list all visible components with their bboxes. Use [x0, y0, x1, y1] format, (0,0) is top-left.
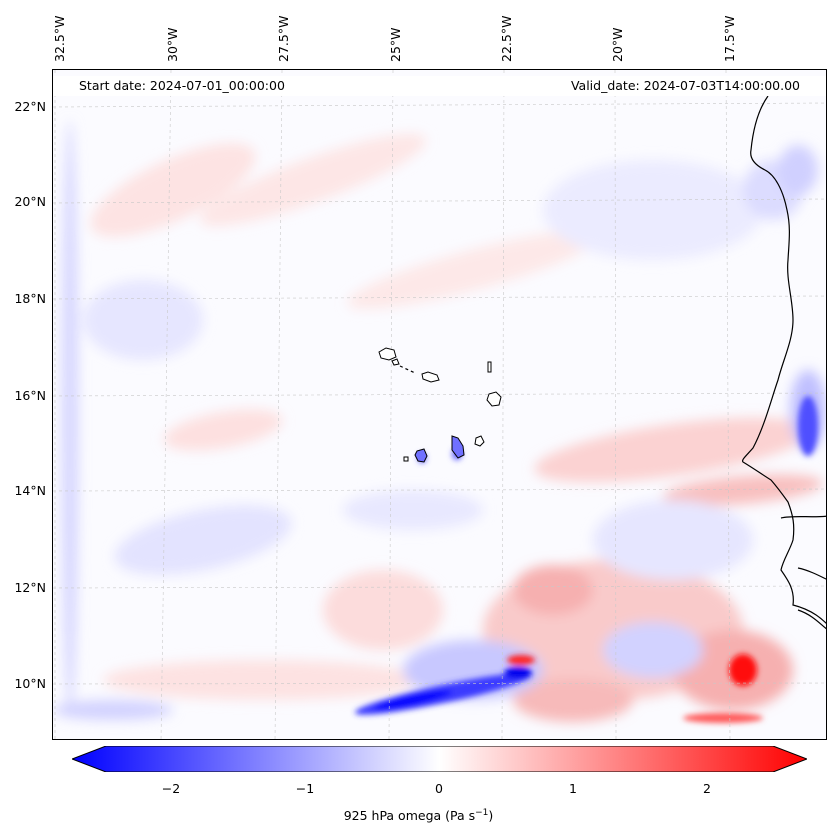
lat-label-20n: 20°N	[14, 194, 46, 209]
start-date-label: Start date: 2024-07-01_00:00:00	[79, 78, 285, 93]
omega-contours	[53, 120, 826, 722]
dashed-island-chain	[399, 365, 416, 374]
colorbar-tick-1: 1	[569, 781, 577, 796]
lon-label-25w: 25°W	[388, 27, 403, 62]
lon-label-22.5w: 22.5°W	[499, 15, 514, 62]
lon-label-20w: 20°W	[610, 27, 625, 62]
colorbar-tick-2: 2	[703, 781, 711, 796]
colorbar-body	[70, 745, 809, 773]
lat-label-22n: 22°N	[14, 99, 46, 114]
lat-label-16n: 16°N	[14, 388, 46, 403]
lat-label-14n: 14°N	[14, 483, 46, 498]
lat-label-18n: 18°N	[14, 291, 46, 306]
colorbar	[70, 745, 809, 773]
colorbar-tick-minus1: −1	[295, 781, 315, 796]
valid-date-label: Valid_date: 2024-07-03T14:00:00.00	[570, 78, 800, 93]
lon-label-32.5w: 32.5°W	[52, 15, 67, 62]
lon-label-27.5w: 27.5°W	[276, 15, 291, 62]
colorbar-tick-minus2: −2	[161, 781, 181, 796]
graticule	[53, 70, 826, 739]
omega-field	[53, 70, 826, 739]
colorbar-tick-0: 0	[435, 781, 443, 796]
lon-label-17.5w: 17.5°W	[722, 15, 737, 62]
colorbar-label: 925 hPa omega (Pa s−1)	[343, 808, 494, 824]
lat-label-12n: 12°N	[14, 580, 46, 595]
colorbar-gradient	[70, 745, 809, 773]
omega-map	[52, 69, 827, 740]
coastline	[741, 95, 826, 630]
lat-label-10n: 10°N	[14, 676, 46, 691]
colorbar-label-exponent: −1	[475, 808, 489, 818]
lon-label-30w: 30°W	[165, 27, 180, 62]
cape-verde-islands	[378, 347, 502, 463]
date-header-band	[53, 76, 826, 96]
